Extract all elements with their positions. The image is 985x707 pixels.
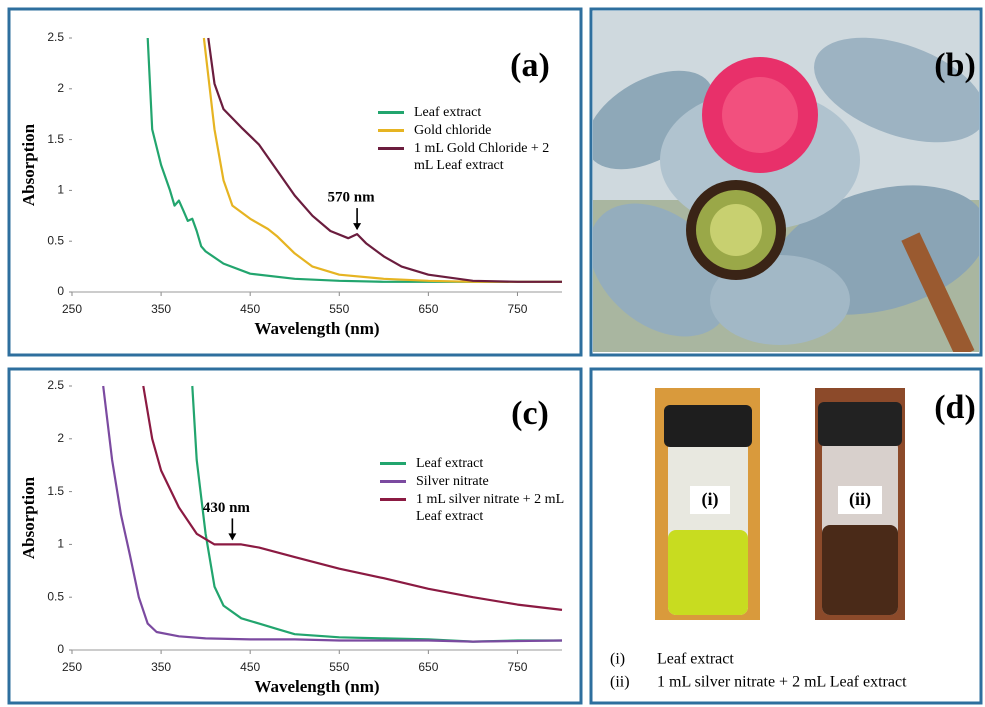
- legend-item: 1 mL Gold Chloride + 2 mL Leaf extract: [378, 140, 563, 174]
- legend-label: Gold chloride: [414, 122, 491, 139]
- annotation-arrowhead: [353, 223, 361, 230]
- legend-item: Gold chloride: [378, 122, 563, 139]
- legend-label: Leaf extract: [416, 455, 483, 472]
- legend-swatch: [378, 147, 404, 150]
- x-tick-label: 250: [62, 660, 82, 674]
- vial-label: (i): [702, 489, 719, 510]
- x-tick-label: 450: [240, 302, 260, 316]
- x-tick-label: 450: [240, 660, 260, 674]
- x-tick-label: 750: [507, 302, 527, 316]
- legend-label: 1 mL Gold Chloride + 2 mL Leaf extract: [414, 140, 563, 174]
- legend-item: 1 mL silver nitrate + 2 mL Leaf extract: [380, 491, 565, 525]
- x-tick-label: 550: [329, 302, 349, 316]
- annotation-text: 430 nm: [203, 500, 251, 516]
- y-tick-label: 2: [57, 81, 64, 95]
- panel-label: (c): [511, 395, 549, 432]
- y-axis-title: Absorption: [19, 476, 38, 559]
- legend-swatch: [378, 111, 404, 114]
- y-tick-label: 0: [57, 284, 64, 298]
- x-tick-label: 250: [62, 302, 82, 316]
- legend-marker: (ii): [610, 674, 630, 691]
- flower-photo: [563, 11, 985, 364]
- panel-label: (b): [934, 47, 976, 84]
- y-tick-label: 0.5: [47, 233, 64, 247]
- x-tick-label: 350: [151, 302, 171, 316]
- page: (b) (i) (ii) (d) (i) Leaf extract (ii) 1…: [0, 0, 985, 707]
- legend-text: 1 mL silver nitrate + 2 mL Leaf extract: [657, 674, 907, 691]
- x-tick-label: 350: [151, 660, 171, 674]
- x-tick-label: 550: [329, 660, 349, 674]
- y-tick-label: 1: [57, 183, 64, 197]
- legend-label: 1 mL silver nitrate + 2 mL Leaf extract: [416, 491, 565, 525]
- x-tick-label: 650: [418, 302, 438, 316]
- vial-label: (ii): [849, 489, 871, 510]
- y-tick-label: 1.5: [47, 484, 64, 498]
- panel-frame: [9, 369, 581, 703]
- y-tick-label: 1.5: [47, 132, 64, 146]
- panel-label: (a): [510, 47, 550, 84]
- legend-label: Silver nitrate: [416, 473, 489, 490]
- y-tick-label: 0.5: [47, 589, 64, 603]
- panel-frame: [591, 369, 981, 703]
- x-tick-label: 750: [507, 660, 527, 674]
- y-tick-label: 0: [57, 642, 64, 656]
- legend-swatch: [380, 498, 406, 501]
- legend-label: Leaf extract: [414, 104, 481, 121]
- legend-text: Leaf extract: [657, 651, 734, 668]
- y-tick-label: 2: [57, 431, 64, 445]
- y-axis-title: Absorption: [19, 123, 38, 206]
- panel-frame: [9, 9, 581, 355]
- x-axis-title: Wavelength (nm): [254, 677, 379, 696]
- y-tick-label: 1: [57, 537, 64, 551]
- legend-item: Silver nitrate: [380, 473, 565, 490]
- legend-swatch: [378, 129, 404, 132]
- legend-item: Leaf extract: [378, 104, 563, 121]
- legend-swatch: [380, 480, 406, 483]
- x-axis-title: Wavelength (nm): [254, 319, 379, 338]
- panel-label: (d): [934, 389, 976, 426]
- annotation-arrowhead: [228, 533, 236, 540]
- x-tick-label: 650: [418, 660, 438, 674]
- y-tick-label: 2.5: [47, 378, 64, 392]
- annotation-text: 570 nm: [328, 190, 376, 206]
- legend-marker: (i): [610, 651, 625, 668]
- legend-item: Leaf extract: [380, 455, 565, 472]
- legend-swatch: [380, 462, 406, 465]
- y-tick-label: 2.5: [47, 30, 64, 44]
